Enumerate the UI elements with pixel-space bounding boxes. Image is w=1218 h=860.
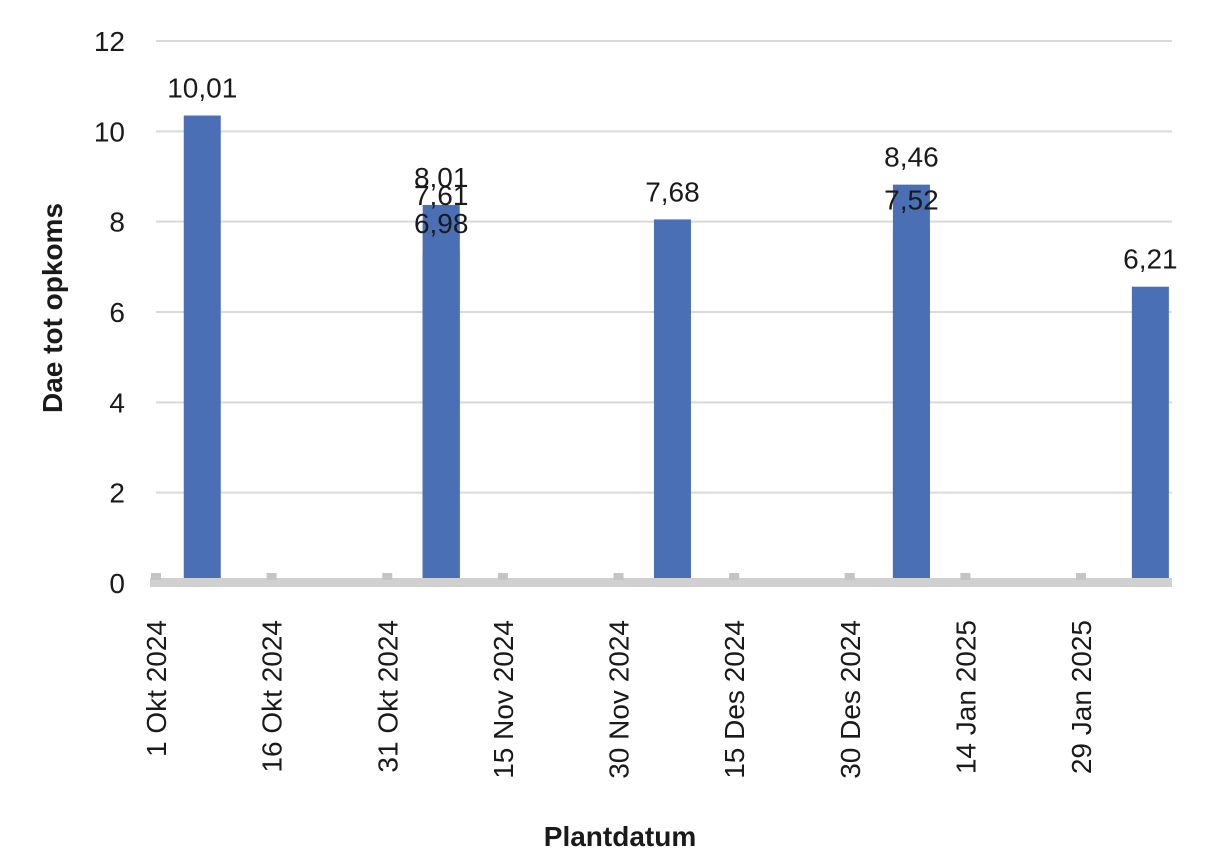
x-tick-label: 29 Jan 2025 [1066,620,1097,774]
data-label: 7,61 [414,180,469,211]
x-tick-mark [266,573,277,580]
data-labels: 10,01 7,618,01 6,98 7,68 8,46 7,52 6,21 [167,73,1177,275]
bar [1131,286,1169,583]
x-axis [150,573,1172,587]
x-tick-labels: 1 Okt 2024 16 Okt 2024 31 Okt 2024 15 Nov 2… [141,620,1097,779]
x-tick-label: 15 Des 2024 [719,620,750,779]
x-tick-mark [960,573,971,580]
x-axis-title: Plantdatum [544,821,696,852]
x-tick-label: 1 Okt 2024 [141,620,172,757]
x-axis-line [150,578,1172,587]
y-tick-label: 0 [109,568,125,599]
data-label: 6,98 [414,208,469,239]
x-tick-mark [613,573,624,580]
data-label: 8,46 [884,142,939,173]
y-tick-label: 12 [94,26,125,57]
bar [422,251,460,583]
x-tick-mark [382,573,393,580]
x-tick-mark [844,573,855,580]
data-label: 7,68 [645,176,700,207]
y-tick-label: 10 [94,116,125,147]
x-tick-label: 15 Nov 2024 [488,620,519,779]
x-tick-label: 16 Okt 2024 [257,620,288,773]
y-tick-label: 6 [109,297,125,328]
y-tick-labels: 0 2 4 6 8 10 12 [94,26,125,599]
x-tick-label: 30 Nov 2024 [604,620,635,779]
x-tick-mark [1076,573,1086,580]
x-tick-mark [729,573,740,580]
y-axis-title: Dae tot opkoms [37,203,68,413]
y-tick-label: 2 [109,478,125,509]
x-tick-mark [497,573,508,580]
x-tick-mark [151,573,161,580]
y-tick-label: 4 [109,387,125,418]
data-label: 8,01 [414,162,469,193]
x-tick-label: 14 Jan 2025 [950,620,981,774]
x-tick-label: 30 Des 2024 [835,620,866,779]
bar [183,115,221,584]
x-tick-label: 31 Okt 2024 [372,620,403,773]
data-label: 10,01 [167,73,237,104]
data-label: 7,52 [884,185,939,216]
bar [892,227,930,583]
y-tick-label: 8 [109,207,125,238]
data-label: 6,21 [1123,244,1178,275]
bars [183,115,1169,584]
bar [653,219,691,584]
